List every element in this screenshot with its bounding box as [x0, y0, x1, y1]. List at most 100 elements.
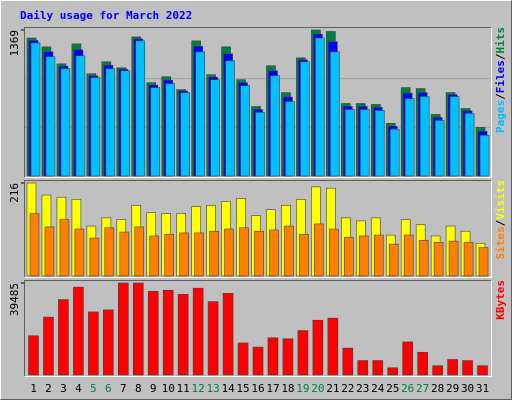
y-tick-label: 39485	[8, 283, 21, 316]
bar	[73, 286, 84, 376]
bar	[165, 83, 176, 177]
bar	[282, 338, 294, 376]
legend-separator: /	[494, 219, 507, 226]
bar	[58, 299, 69, 376]
bar	[44, 226, 55, 277]
bar	[252, 346, 264, 376]
bar	[105, 68, 116, 177]
bar	[149, 235, 160, 277]
x-tick-label: 18	[281, 382, 294, 395]
bar	[254, 230, 264, 277]
bar	[162, 289, 174, 376]
bar	[403, 234, 414, 277]
legend-entry: Hits	[494, 27, 507, 54]
panel-border	[24, 280, 492, 377]
bar	[267, 337, 279, 376]
x-tick-label: 7	[120, 382, 127, 395]
y-tick-label: 1369	[8, 30, 21, 57]
bar	[373, 234, 384, 277]
x-tick-label: 21	[326, 382, 339, 395]
chart-title: Daily usage for March 2022	[20, 9, 192, 22]
x-tick-label: 6	[105, 382, 112, 395]
x-tick-label: 26	[401, 382, 414, 395]
bar	[299, 233, 309, 277]
legend: Pages/Files/Hits	[494, 27, 507, 133]
bar	[330, 51, 340, 177]
bar	[417, 351, 428, 376]
bar	[132, 282, 144, 376]
bar	[285, 101, 295, 177]
x-tick-label: 17	[266, 382, 279, 395]
bar	[89, 237, 100, 277]
bar	[225, 60, 235, 177]
bar	[448, 240, 459, 277]
bar	[387, 367, 399, 376]
legend-entry: KBytes	[494, 280, 507, 320]
bar	[28, 335, 39, 376]
x-tick-label: 28	[431, 382, 444, 395]
bar	[164, 233, 175, 277]
bar	[29, 213, 40, 277]
bar	[449, 96, 460, 177]
bar	[75, 55, 86, 177]
bar	[462, 360, 473, 376]
bar	[209, 230, 219, 277]
bar	[194, 232, 204, 277]
bar	[210, 79, 220, 177]
bar	[134, 226, 145, 277]
x-tick-label: 10	[162, 382, 175, 395]
legend-separator: /	[494, 53, 507, 60]
legend: Sites/Visits	[494, 180, 507, 260]
legend-entry: Pages	[494, 100, 507, 133]
bar	[30, 42, 41, 177]
bar	[239, 227, 249, 277]
legend-separator: /	[494, 93, 507, 100]
x-tick-label: 19	[296, 382, 309, 395]
bar	[372, 360, 384, 376]
x-tick-label: 11	[177, 382, 190, 395]
x-tick-label: 22	[341, 382, 354, 395]
bar	[177, 294, 189, 376]
x-tick-label: 4	[75, 382, 82, 395]
bar	[329, 228, 339, 277]
x-tick-label: 25	[386, 382, 399, 395]
x-tick-label: 9	[150, 382, 157, 395]
bar	[45, 56, 56, 177]
bar	[479, 134, 490, 177]
bar	[418, 239, 429, 277]
bar	[314, 223, 324, 277]
legend-entry: Visits	[494, 180, 507, 220]
bar	[359, 109, 370, 177]
bar	[135, 40, 146, 177]
bar	[464, 113, 475, 177]
bar	[284, 225, 294, 277]
bar	[269, 229, 279, 277]
bar	[312, 319, 324, 376]
x-tick-label: 14	[221, 382, 235, 395]
bar	[180, 92, 190, 177]
bar	[192, 287, 204, 376]
bar	[389, 128, 400, 177]
bar	[344, 236, 354, 277]
bar	[345, 109, 355, 177]
bar	[147, 290, 159, 376]
x-tick-label: 27	[416, 382, 429, 395]
x-tick-label: 20	[311, 382, 324, 395]
bar	[120, 70, 131, 177]
bar	[463, 242, 474, 277]
x-tick-label: 24	[371, 382, 385, 395]
bar	[104, 227, 115, 277]
bar	[222, 293, 234, 376]
bar	[404, 98, 415, 177]
bar	[447, 359, 458, 376]
bar	[433, 242, 444, 277]
bar	[88, 311, 99, 376]
bar	[357, 360, 369, 376]
bar	[374, 110, 385, 177]
x-tick-label: 5	[90, 382, 97, 395]
bar	[478, 247, 489, 277]
bar	[432, 365, 443, 376]
legend-entry: Sites	[494, 226, 507, 259]
